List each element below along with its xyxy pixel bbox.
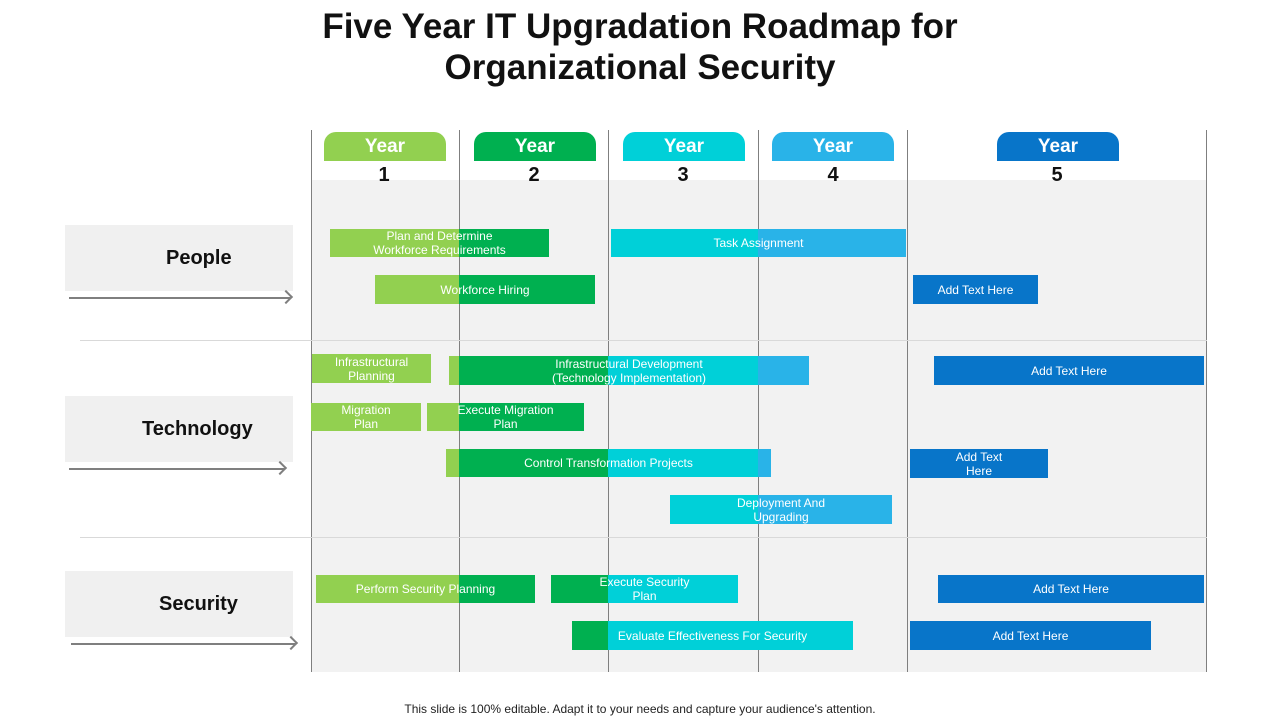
- task-label: Plan and Determine Workforce Requirement…: [373, 229, 506, 257]
- task-label: Infrastructural Development (Technology …: [551, 356, 707, 385]
- gridline: [758, 130, 759, 672]
- year-2-number: 2: [528, 164, 540, 186]
- year-segment: [459, 575, 535, 603]
- year-segment: [758, 495, 892, 524]
- year-1-number: 1: [378, 164, 390, 186]
- task-bar-control-transformation: Control Transformation Projects: [446, 449, 771, 477]
- task-bar-security-planning: Perform Security Planning: [316, 575, 535, 603]
- category-label: Security: [159, 593, 238, 615]
- task-label: Task Assignment: [713, 236, 804, 250]
- year-segment: [758, 449, 771, 477]
- category-label: Technology: [142, 418, 253, 440]
- year-segment: [758, 356, 809, 385]
- task-label: Execute Migration Plan: [457, 403, 554, 431]
- category-technology: Technology: [65, 396, 293, 462]
- section-divider: [80, 340, 1207, 341]
- task-bar-security-year5-b: Add Text Here: [910, 621, 1151, 650]
- year-segment: [316, 575, 459, 603]
- task-bar-execute-security: Execute Security Plan: [551, 575, 738, 603]
- year-segment: [670, 495, 758, 524]
- category-security: Security: [65, 571, 293, 637]
- year-segment: [608, 449, 758, 477]
- year-segment: [459, 449, 608, 477]
- task-label: Add Text Here: [937, 282, 1014, 297]
- category-label: People: [166, 247, 232, 269]
- year-segment: [427, 403, 459, 431]
- year-segment: [459, 403, 584, 431]
- year-segment: [330, 229, 459, 257]
- task-label: Add Text Here: [1031, 363, 1107, 378]
- arrow-icon: [71, 643, 295, 645]
- task-bar-tech-year5-a: Add Text Here: [934, 356, 1204, 385]
- task-bar-migration-plan: Migration Plan: [311, 403, 421, 431]
- task-bar-evaluate-effectiveness: Evaluate Effectiveness For Security: [572, 621, 853, 650]
- gridline: [1206, 130, 1207, 672]
- year-segment: [446, 449, 459, 477]
- year-2-tab: Year: [474, 132, 596, 161]
- task-bar-people-year5: Add Text Here: [913, 275, 1038, 304]
- year-segment: [459, 356, 608, 385]
- task-label: Infrastructural Planning: [334, 354, 409, 383]
- arrow-icon: [69, 468, 284, 470]
- task-label: Add Text Here: [955, 449, 1003, 478]
- task-bar-plan-determine: Plan and Determine Workforce Requirement…: [330, 229, 549, 257]
- arrow-icon: [69, 297, 290, 299]
- year-segment: [449, 356, 459, 385]
- task-label: Execute Security Plan: [599, 575, 690, 603]
- task-label: Add Text Here: [1033, 582, 1109, 596]
- slide-title: Five Year IT Upgradation Roadmap for Org…: [0, 6, 1280, 88]
- title-line-1: Five Year IT Upgradation Roadmap for: [322, 7, 958, 46]
- task-label: Workforce Hiring: [440, 282, 530, 297]
- task-label: Evaluate Effectiveness For Security: [617, 628, 808, 643]
- year-4-number: 4: [827, 164, 839, 186]
- section-divider: [80, 537, 1207, 538]
- year-4-tab: Year: [772, 132, 894, 161]
- footer-note: This slide is 100% editable. Adapt it to…: [404, 702, 876, 716]
- title-line-2: Organizational Security: [444, 48, 836, 87]
- year-3-tab: Year: [623, 132, 745, 161]
- task-bar-task-assignment: Task Assignment: [611, 229, 906, 257]
- task-bar-execute-migration: Execute Migration Plan: [427, 403, 584, 431]
- gridline: [459, 130, 460, 672]
- year-segment: [608, 621, 853, 650]
- year-segment: [611, 229, 758, 257]
- year-segment: [572, 621, 608, 650]
- task-bar-workforce-hiring: Workforce Hiring: [375, 275, 595, 304]
- gridline: [608, 130, 609, 672]
- task-label: Deployment And Upgrading: [736, 495, 826, 524]
- year-segment: [608, 356, 758, 385]
- task-label: Control Transformation Projects: [524, 456, 693, 470]
- task-label: Add Text Here: [992, 628, 1069, 643]
- task-label: Perform Security Planning: [355, 582, 496, 596]
- task-bar-tech-year5-b: Add Text Here: [910, 449, 1048, 478]
- category-people: People: [65, 225, 293, 291]
- task-bar-deployment: Deployment And Upgrading: [670, 495, 892, 524]
- task-bar-infra-development: Infrastructural Development (Technology …: [449, 356, 809, 385]
- year-segment: [459, 229, 549, 257]
- year-segment: [375, 275, 459, 304]
- year-5-tab: Year: [997, 132, 1119, 161]
- task-label: Migration Plan: [341, 403, 391, 431]
- year-1-tab: Year: [324, 132, 446, 161]
- year-5-number: 5: [1051, 164, 1063, 186]
- gridline: [907, 130, 908, 672]
- year-segment: [758, 229, 906, 257]
- task-bar-infra-planning: Infrastructural Planning: [312, 354, 431, 383]
- year-segment: [459, 275, 595, 304]
- task-bar-security-year5-a: Add Text Here: [938, 575, 1204, 603]
- year-segment: [608, 575, 738, 603]
- gridline: [311, 130, 312, 672]
- year-segment: [551, 575, 608, 603]
- year-3-number: 3: [677, 164, 689, 186]
